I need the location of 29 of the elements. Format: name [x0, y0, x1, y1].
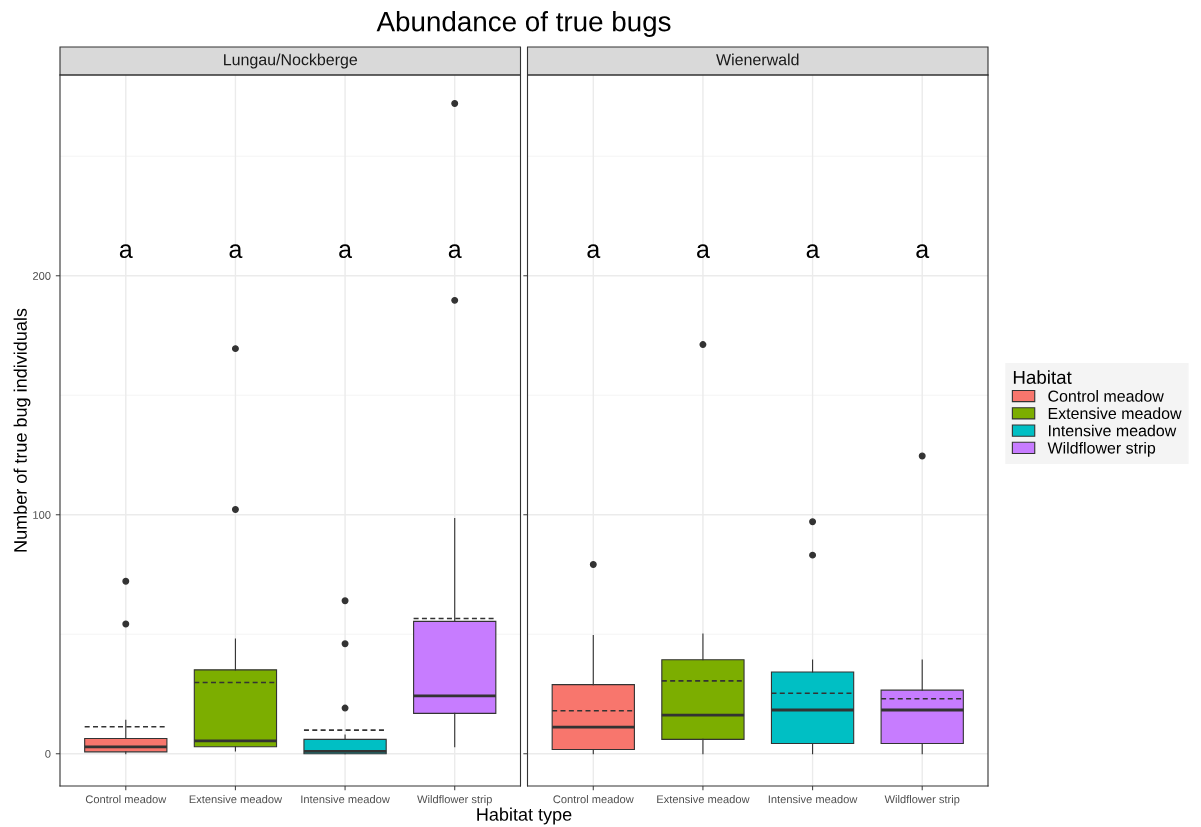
chart-subtitle: Lungau/Nockberge [224, 53, 358, 69]
x-axis-title: Habitat type [477, 807, 572, 825]
annotation: a [448, 244, 462, 259]
legend-label: Extensive meadow [1048, 407, 1182, 420]
legend-label: Control meadow [1048, 390, 1164, 402]
x-tick-label: Extensive meadow [657, 795, 750, 804]
annotation: a [119, 244, 133, 259]
annotation: a [339, 244, 353, 259]
annotation: a [229, 244, 243, 259]
x-tick-label: Intensive meadow [301, 795, 390, 804]
y-tick-label: 0 [45, 750, 51, 758]
x-tick-label: Wildflower strip [417, 795, 492, 806]
annotation: a [806, 244, 820, 259]
x-tick-label: Control meadow [85, 795, 167, 804]
x-tick-label: Intensive meadow [768, 795, 858, 804]
y-tick-label: 200 [32, 272, 51, 280]
x-tick-label: Extensive meadow [189, 795, 283, 804]
x-tick-label: Control meadow [553, 795, 634, 804]
chart-title: Abundance of true bugs [376, 11, 671, 37]
y-axis-title: Number of true bug individuals [13, 308, 31, 552]
legend-title: Habitat [1013, 370, 1072, 384]
chart-subtitle: Wienerwald [716, 53, 799, 66]
legend-label: Wildflower strip [1047, 441, 1156, 457]
annotation: a [916, 244, 930, 259]
annotation: a [587, 244, 601, 259]
annotation: a [697, 244, 710, 259]
x-tick-label: Wildflower strip [884, 795, 960, 806]
y-tick-label: 100 [33, 511, 51, 519]
legend-label: Intensive meadow [1048, 424, 1177, 437]
